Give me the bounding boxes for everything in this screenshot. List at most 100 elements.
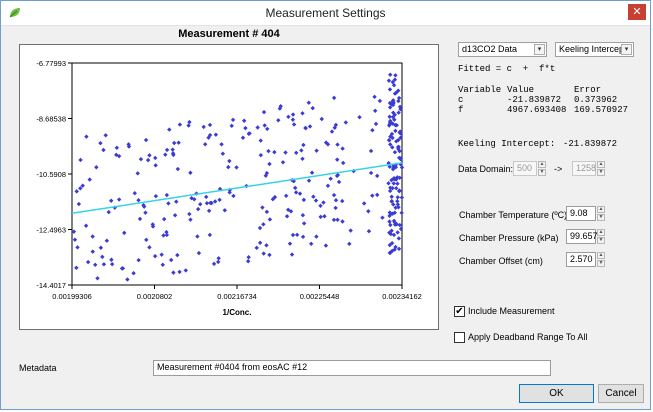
- data-point: [388, 250, 393, 256]
- plot-panel[interactable]: 0.00199306 0.0020802 0.00216734 0.00225448 0…: [19, 44, 439, 330]
- data-point: [209, 200, 214, 206]
- data-point: [336, 179, 342, 185]
- data-point: [247, 131, 252, 136]
- data-point: [390, 99, 396, 104]
- data-point: [192, 197, 197, 202]
- data-select-value: d13CO2 Data: [462, 44, 518, 54]
- data-point: [159, 252, 164, 257]
- data-point: [309, 170, 315, 175]
- data-point: [325, 183, 331, 188]
- chamber-temperature-spinner[interactable]: ▲ ▼: [597, 206, 605, 221]
- spinner-up-icon: ▲: [597, 252, 605, 259]
- data-point: [399, 210, 404, 216]
- data-point: [314, 148, 319, 153]
- data-point: [396, 95, 402, 101]
- data-point: [161, 233, 166, 238]
- y-tick-label: -12.4963: [36, 226, 66, 235]
- data-point: [387, 219, 392, 224]
- data-point: [201, 124, 206, 130]
- data-point: [301, 197, 307, 203]
- data-select[interactable]: d13CO2 Data ▾: [458, 42, 547, 57]
- spinner-down-icon: ▼: [597, 214, 605, 221]
- domain-from-spinner[interactable]: ▲ ▼: [538, 161, 546, 176]
- data-point: [71, 229, 77, 234]
- chamber-offset-spinner[interactable]: ▲ ▼: [597, 252, 605, 267]
- data-point: [220, 151, 226, 156]
- domain-to-input[interactable]: 1258: [572, 161, 596, 176]
- data-point: [289, 252, 295, 257]
- data-point: [386, 181, 391, 186]
- y-tick-label: -14.4017: [36, 281, 66, 290]
- data-point: [229, 123, 234, 129]
- data-point: [396, 236, 402, 241]
- data-point: [175, 166, 181, 172]
- data-point: [152, 253, 158, 259]
- data-point: [217, 197, 222, 203]
- chamber-pressure-input[interactable]: 99.657: [566, 229, 598, 244]
- data-point: [265, 126, 270, 132]
- include-measurement-checkbox[interactable]: ✔: [454, 306, 465, 317]
- apply-deadband-checkbox[interactable]: [454, 332, 465, 343]
- metadata-label: Metadata: [19, 363, 57, 373]
- data-point: [331, 95, 337, 101]
- keeling-intercept-value: -21.839872: [563, 139, 618, 149]
- data-point: [397, 189, 402, 194]
- data-point: [108, 198, 114, 203]
- data-point: [187, 119, 192, 125]
- data-point: [126, 142, 131, 147]
- data-point: [160, 262, 165, 268]
- data-point: [391, 164, 397, 169]
- data-point: [395, 202, 401, 207]
- data-point: [308, 241, 314, 246]
- data-point: [391, 232, 397, 238]
- plot-title: Measurement # 404: [178, 28, 280, 40]
- data-point: [207, 132, 213, 138]
- data-point: [245, 259, 251, 264]
- data-point: [341, 160, 346, 166]
- scatter-chart[interactable]: 0.00199306 0.0020802 0.00216734 0.00225448 0…: [20, 45, 438, 329]
- include-measurement-label[interactable]: Include Measurement: [468, 306, 555, 316]
- chamber-pressure-spinner[interactable]: ▲ ▼: [597, 229, 605, 244]
- window-title: Measurement Settings: [265, 6, 386, 20]
- data-point: [267, 252, 272, 258]
- data-point: [262, 123, 267, 128]
- data-point: [116, 197, 122, 202]
- data-point: [395, 199, 400, 204]
- data-point: [87, 177, 92, 182]
- data-point: [257, 225, 263, 231]
- data-point: [397, 222, 403, 228]
- fit-line: [71, 162, 403, 215]
- x-axis: 0.00199306 0.0020802 0.00216734 0.00225448 0…: [52, 285, 422, 301]
- data-point: [283, 193, 289, 199]
- data-point: [126, 144, 132, 149]
- chamber-offset-input[interactable]: 2.570: [566, 252, 596, 267]
- apply-deadband-label[interactable]: Apply Deadband Range To All: [468, 332, 588, 342]
- data-point: [122, 230, 127, 236]
- data-point: [389, 194, 394, 199]
- cancel-button[interactable]: Cancel: [598, 384, 644, 403]
- domain-to-spinner[interactable]: ▲ ▼: [597, 161, 605, 176]
- metadata-input[interactable]: Measurement #0404 from eosAC #12: [153, 360, 551, 376]
- close-button[interactable]: ✕: [628, 4, 646, 20]
- data-point: [395, 230, 400, 235]
- data-point: [95, 276, 100, 281]
- domain-from-input[interactable]: 500: [513, 161, 537, 176]
- x-axis-label: 1/Conc.: [223, 308, 252, 317]
- data-point: [216, 256, 221, 261]
- x-tick-label: 0.00216734: [217, 292, 257, 301]
- ok-button[interactable]: OK: [519, 384, 594, 403]
- data-point: [188, 170, 193, 175]
- data-point: [388, 72, 393, 77]
- data-points: [71, 72, 405, 282]
- data-point: [335, 172, 341, 178]
- data-point: [318, 203, 323, 209]
- method-select[interactable]: Keeling Intercept ▾: [555, 42, 634, 57]
- data-point: [254, 245, 259, 251]
- data-point: [141, 202, 146, 208]
- data-point: [372, 108, 378, 113]
- data-point: [76, 201, 82, 207]
- chamber-temperature-input[interactable]: 9.08: [566, 206, 596, 221]
- data-point: [267, 217, 273, 222]
- data-point: [207, 122, 213, 128]
